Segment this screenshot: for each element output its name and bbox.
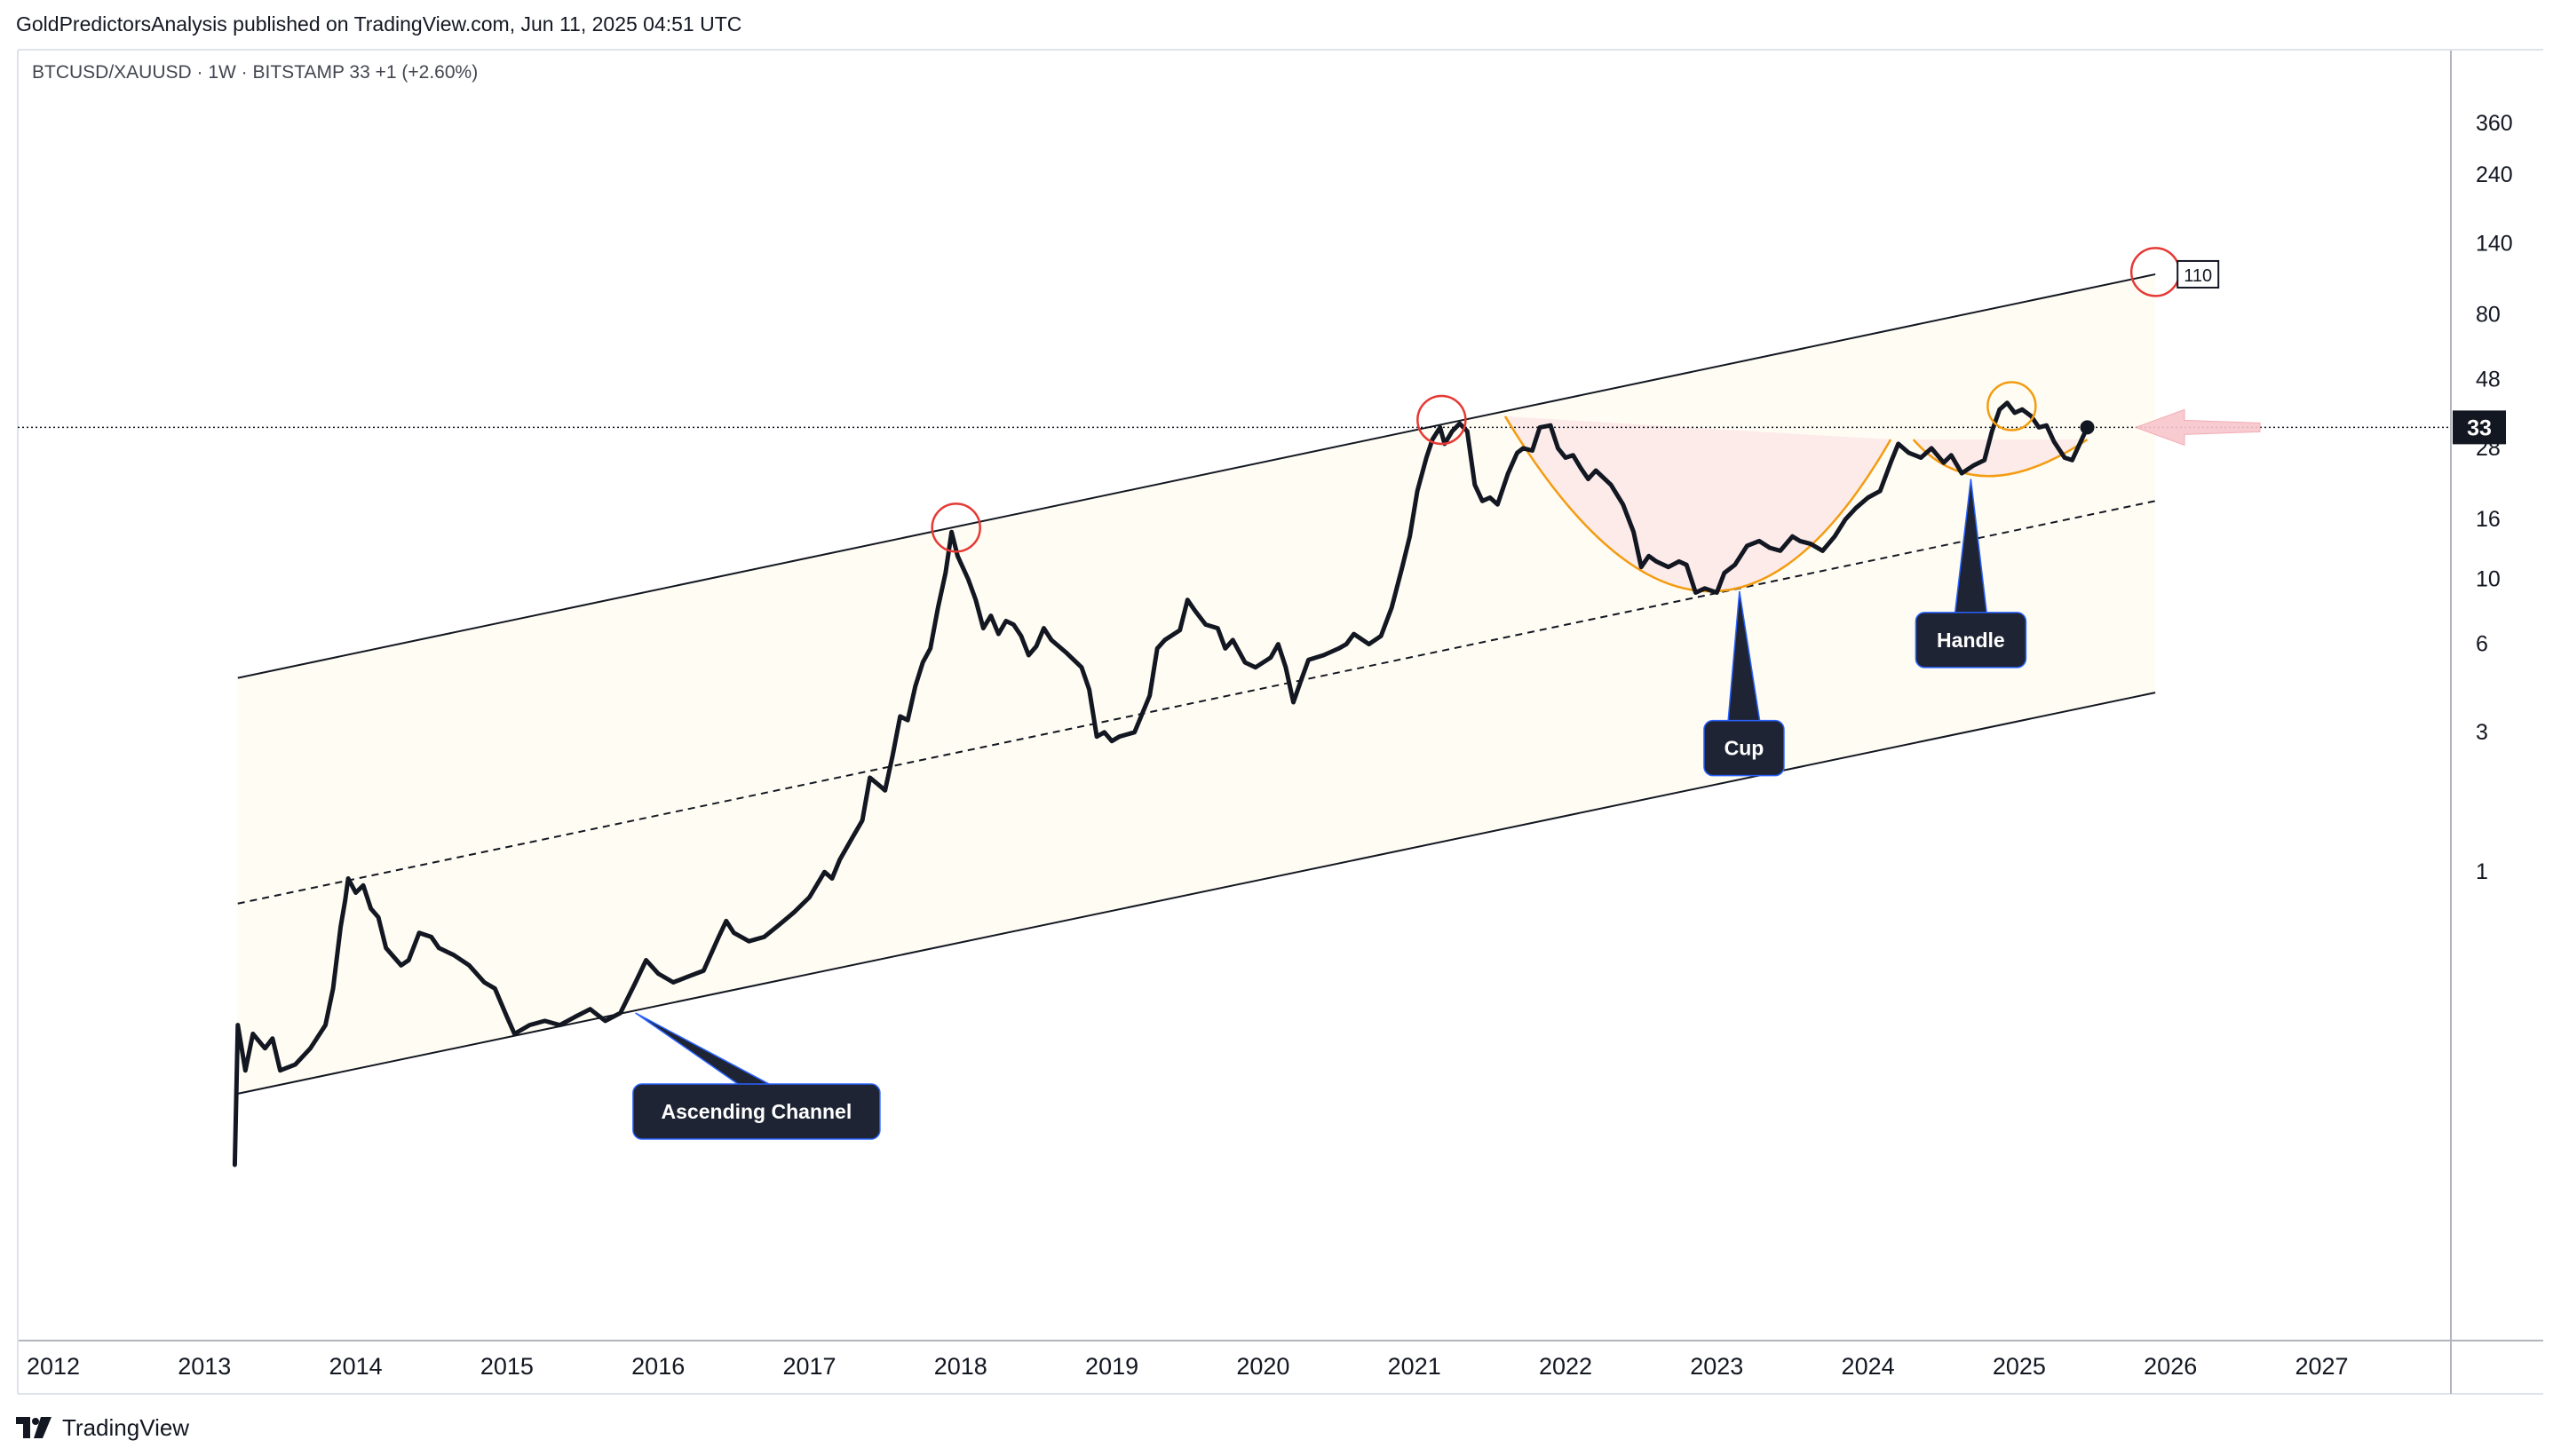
y-tick-label: 6	[2476, 632, 2488, 657]
x-tick-label: 2014	[329, 1353, 383, 1380]
highlight-circle[interactable]	[1986, 381, 2037, 431]
tradingview-logo[interactable]: TradingView	[16, 1410, 189, 1445]
y-tick-label: 240	[2476, 162, 2513, 187]
price-series-line[interactable]	[232, 400, 2089, 1167]
channel-band	[237, 273, 2156, 1094]
last-price-dot[interactable]	[2080, 420, 2095, 435]
publisher-line: GoldPredictorsAnalysis published on Trad…	[16, 12, 742, 36]
x-tick-label: 2012	[27, 1353, 80, 1380]
callout-pointer	[635, 1012, 773, 1087]
x-tick-label: 2023	[1690, 1353, 1743, 1380]
callout-box[interactable]	[632, 1083, 881, 1140]
cup-fill	[1504, 415, 1891, 592]
x-tick-label: 2027	[2295, 1353, 2348, 1380]
price-badge[interactable]	[2453, 410, 2506, 445]
channel-upper-line[interactable]	[237, 273, 2156, 679]
handle-arc[interactable]	[1912, 439, 2089, 478]
target-label: 110	[2184, 266, 2212, 286]
channel-lower-line[interactable]	[237, 692, 2156, 1095]
tradingview-logo-icon	[16, 1417, 52, 1438]
highlight-circle[interactable]	[931, 502, 981, 553]
x-tick-label: 2013	[178, 1353, 231, 1380]
y-tick-label: 1	[2476, 859, 2488, 884]
footer-brand: TradingView	[62, 1413, 190, 1441]
x-tick-label: 2025	[1993, 1353, 2046, 1380]
x-tick-label: 2015	[480, 1353, 534, 1380]
target-label-box	[2176, 259, 2220, 289]
callout-label: Cup	[1725, 737, 1764, 760]
x-tick-label: 2018	[934, 1353, 987, 1380]
price-arrow-icon	[2134, 408, 2261, 447]
y-tick-label: 3	[2476, 720, 2488, 745]
callout-box[interactable]	[1915, 612, 2027, 669]
x-tick-label: 2026	[2144, 1353, 2197, 1380]
callout-label: Ascending Channel	[662, 1100, 852, 1123]
channel-mid-line[interactable]	[237, 500, 2156, 905]
x-tick-label: 2019	[1085, 1353, 1138, 1380]
x-tick-label: 2021	[1388, 1353, 1441, 1380]
x-tick-label: 2017	[782, 1353, 836, 1380]
x-tick-label: 2024	[1842, 1353, 1895, 1380]
y-tick-label: 80	[2476, 303, 2501, 328]
x-axis[interactable]: 2012 2013 2014 2015 2016 2017 2018 2019 2020 2021…	[27, 1353, 2349, 1380]
callout-box[interactable]	[1703, 719, 1785, 777]
y-tick-label: 48	[2476, 368, 2501, 392]
x-tick-label: 2022	[1539, 1353, 1592, 1380]
x-tick-label: 2016	[631, 1353, 685, 1380]
y-tick-label: 140	[2476, 231, 2513, 256]
chart-frame	[17, 49, 2543, 1395]
y-tick-label: 10	[2476, 566, 2501, 591]
highlight-circle[interactable]	[1416, 394, 1467, 446]
x-tick-label: 2020	[1236, 1353, 1289, 1380]
symbol-info[interactable]: BTCUSD/XAUUSD · 1W · BITSTAMP 33 +1 (+2.…	[32, 62, 479, 83]
y-tick-label: 16	[2476, 507, 2501, 532]
callout-label: Handle	[1937, 629, 2005, 652]
price-badge-label: 33	[2467, 415, 2492, 440]
y-tick-label: 360	[2476, 111, 2513, 136]
